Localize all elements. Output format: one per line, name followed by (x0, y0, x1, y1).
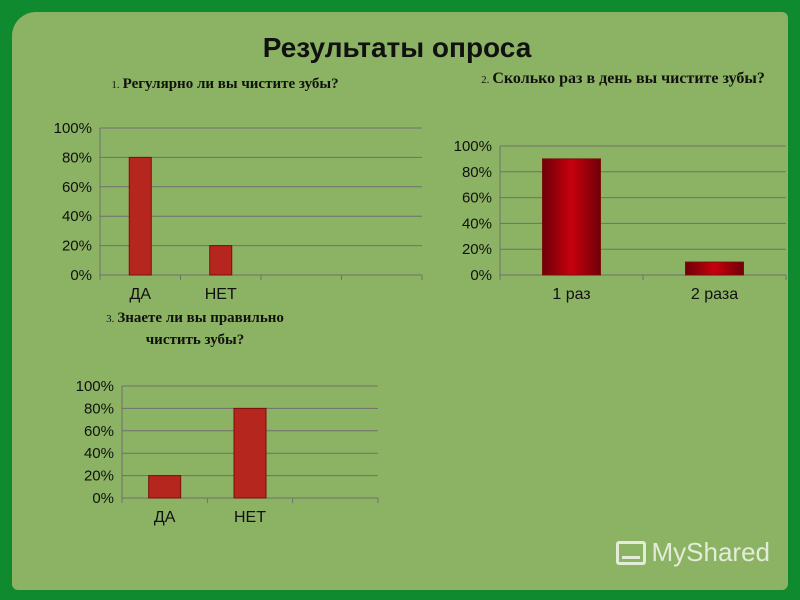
chart-1-ytick-label: 0% (70, 267, 92, 284)
watermark-text: MyShared (651, 537, 771, 567)
chart-1-category-label: НЕТ (205, 286, 237, 303)
chart-2-question: Сколько раз в день вы чистите зубы? (492, 70, 765, 87)
chart-2-ytick-label: 80% (462, 164, 492, 181)
chart-2-bar (685, 261, 744, 276)
chart-2-times-per-day: 0% 20% 40% 60% 80% 100% 1 раз 2 раза (454, 138, 787, 303)
chart-2-category-label: 1 раз (552, 286, 590, 303)
chart-1-number: 1. (111, 79, 120, 91)
chart-2-ytick-label: 60% (462, 190, 492, 207)
chart-3-ytick-label: 0% (92, 490, 114, 507)
slide-title: Результаты опроса (262, 32, 532, 63)
chart-1-category-label: ДА (129, 286, 151, 303)
chart-3-ytick-label: 80% (84, 400, 114, 417)
chart-2-category-label: 2 раза (691, 286, 738, 303)
chart-2-number: 2. (481, 74, 490, 86)
chart-2-ytick-label: 100% (454, 138, 492, 155)
chart-3-ytick-label: 40% (84, 445, 114, 462)
chart-3-number: 3. (106, 313, 115, 325)
chart-3-title: 3. Знаете ли вы правильно чистить зубы? (80, 308, 310, 351)
chart-2-ytick-label: 0% (470, 267, 492, 284)
chart-3-category-label: ДА (154, 509, 176, 526)
chart-1-ytick-label: 100% (54, 120, 92, 137)
chart-1-ytick-label: 40% (62, 208, 92, 225)
chart-1-regular-brushing: 0% 20% 40% 60% 80% 100% ДА НЕТ (54, 120, 423, 303)
watermark: MyShared (615, 537, 771, 568)
chart-3-ytick-label: 20% (84, 468, 114, 485)
chart-1-bar (209, 245, 233, 276)
chart-2-ytick-label: 20% (462, 241, 492, 258)
chart-2-title: 2. Сколько раз в день вы чистите зубы? (462, 68, 784, 91)
chart-2-bar (542, 158, 601, 276)
slide: Результаты опроса 1. Регулярно ли вы чист… (12, 12, 788, 590)
chart-1-ytick-label: 80% (62, 149, 92, 166)
chart-2-ytick-label: 40% (462, 215, 492, 232)
chart-3-bar (148, 475, 182, 499)
presentation-icon (615, 540, 646, 565)
chart-3-category-label: НЕТ (234, 509, 266, 526)
chart-3-know-how: 0% 20% 40% 60% 80% 100% ДА НЕТ (76, 378, 379, 526)
chart-1-ytick-label: 60% (62, 179, 92, 196)
chart-1-ytick-label: 20% (62, 238, 92, 255)
chart-1-title: 1. Регулярно ли вы чистите зубы? (60, 74, 390, 96)
chart-3-ytick-label: 100% (76, 378, 114, 395)
chart-3-bar (233, 407, 267, 499)
chart-1-question: Регулярно ли вы чистите зубы? (122, 76, 339, 92)
chart-3-ytick-label: 60% (84, 423, 114, 440)
chart-3-question: Знаете ли вы правильно чистить зубы? (117, 310, 284, 348)
chart-1-bar (128, 156, 152, 276)
